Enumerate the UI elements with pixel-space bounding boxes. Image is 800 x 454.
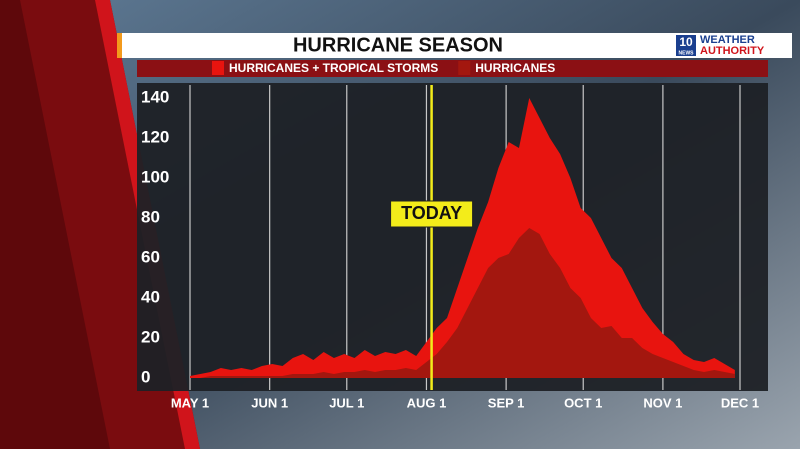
area: [190, 228, 735, 378]
y-tick-label: 60: [141, 247, 160, 266]
legend-swatch: [212, 61, 224, 75]
title-bar: [117, 33, 672, 58]
logo-network: NEWS: [679, 50, 695, 56]
chart-title: HURRICANE SEASON: [293, 34, 503, 56]
logo-badge: [676, 35, 696, 56]
y-tick-label: 20: [141, 327, 160, 346]
y-tick-label: 140: [141, 87, 169, 106]
y-tick-label: 40: [141, 287, 160, 306]
x-tick-label: JUL 1: [329, 395, 364, 410]
x-tick-label: MAY 1: [171, 395, 209, 410]
legend-swatch: [458, 61, 471, 75]
title-accent: [117, 33, 122, 58]
legend-label: HURRICANES + TROPICAL STORMS: [229, 61, 438, 75]
area: [190, 98, 735, 378]
x-tick-label: JUN 1: [251, 395, 288, 410]
x-tick-label: DEC 1: [721, 395, 759, 410]
red-stripe: [0, 0, 110, 449]
logo-line1: WEATHER: [700, 34, 755, 46]
y-tick-label: 80: [141, 207, 160, 226]
x-tick-label: AUG 1: [407, 395, 447, 410]
x-tick-label: OCT 1: [564, 395, 602, 410]
today-box: [390, 200, 474, 228]
x-tick-label: NOV 1: [643, 395, 682, 410]
logo-line2: AUTHORITY: [700, 45, 765, 57]
legend-bar: [137, 60, 768, 77]
x-tick-label: SEP 1: [488, 395, 525, 410]
legend-label: HURRICANES: [475, 61, 555, 75]
logo-number: 10: [679, 35, 693, 49]
y-tick-label: 0: [141, 367, 150, 386]
today-label: TODAY: [401, 203, 462, 223]
y-tick-label: 100: [141, 167, 169, 186]
y-tick-label: 120: [141, 127, 169, 146]
